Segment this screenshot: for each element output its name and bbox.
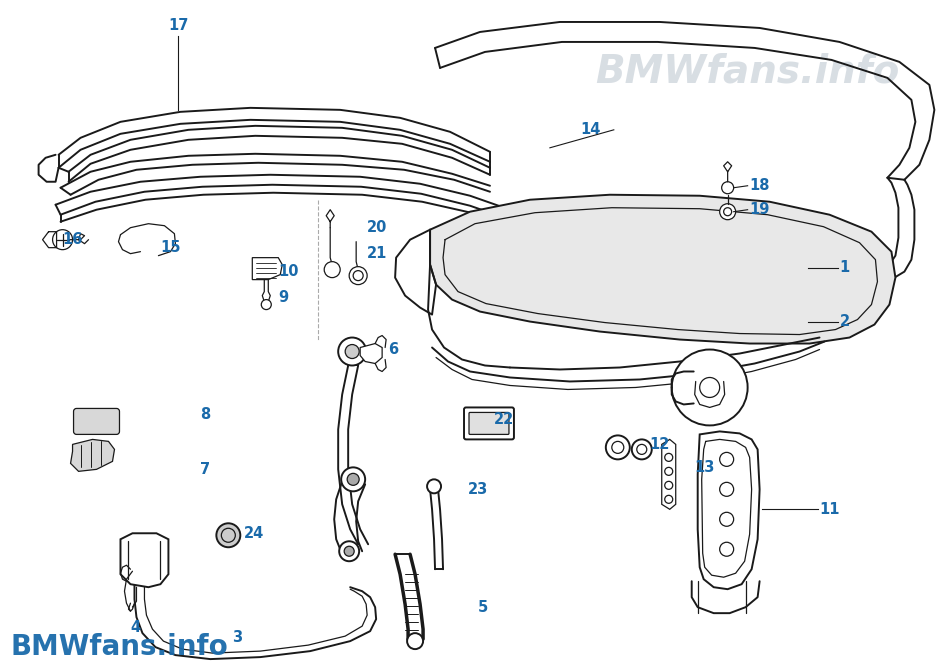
Circle shape <box>665 454 673 462</box>
Circle shape <box>261 300 272 310</box>
Text: 3: 3 <box>233 630 242 644</box>
Text: 1: 1 <box>840 260 849 275</box>
Text: 7: 7 <box>200 462 211 477</box>
Circle shape <box>338 338 366 366</box>
Circle shape <box>665 467 673 475</box>
Circle shape <box>722 182 733 194</box>
Circle shape <box>700 378 720 398</box>
Polygon shape <box>253 257 282 279</box>
Circle shape <box>636 444 647 454</box>
Circle shape <box>724 207 732 215</box>
Polygon shape <box>360 344 382 364</box>
Circle shape <box>353 271 363 281</box>
Circle shape <box>350 267 367 285</box>
Circle shape <box>339 541 359 561</box>
Circle shape <box>720 452 733 466</box>
FancyBboxPatch shape <box>469 412 509 434</box>
Circle shape <box>344 546 354 556</box>
Circle shape <box>408 633 423 649</box>
Circle shape <box>347 473 359 485</box>
Text: 23: 23 <box>468 482 488 497</box>
Text: 5: 5 <box>478 600 488 614</box>
Polygon shape <box>662 440 675 509</box>
Polygon shape <box>697 432 760 589</box>
Text: 15: 15 <box>161 240 180 255</box>
Text: 24: 24 <box>244 526 264 541</box>
Circle shape <box>720 512 733 526</box>
Circle shape <box>428 479 441 493</box>
Circle shape <box>672 350 748 426</box>
Text: 20: 20 <box>367 220 388 235</box>
Text: 14: 14 <box>580 122 600 137</box>
Circle shape <box>221 528 236 542</box>
Circle shape <box>324 261 340 277</box>
Polygon shape <box>70 440 115 471</box>
Polygon shape <box>430 195 896 344</box>
Text: 22: 22 <box>494 412 514 427</box>
Circle shape <box>665 495 673 503</box>
Text: 21: 21 <box>367 246 388 261</box>
Circle shape <box>720 203 735 219</box>
FancyBboxPatch shape <box>464 408 514 440</box>
Text: 9: 9 <box>278 290 289 305</box>
Text: 10: 10 <box>278 264 298 279</box>
Circle shape <box>612 442 624 454</box>
Circle shape <box>345 344 359 358</box>
Circle shape <box>606 436 630 460</box>
FancyBboxPatch shape <box>73 408 120 434</box>
Text: 11: 11 <box>820 502 840 517</box>
Polygon shape <box>121 533 168 587</box>
Text: 18: 18 <box>750 178 770 194</box>
Text: 19: 19 <box>750 202 770 217</box>
Text: BMWfans.info: BMWfans.info <box>10 633 228 661</box>
Circle shape <box>665 481 673 489</box>
Circle shape <box>217 523 240 547</box>
Circle shape <box>720 482 733 496</box>
Text: 8: 8 <box>200 407 211 422</box>
Text: 6: 6 <box>389 342 398 357</box>
Text: 17: 17 <box>168 19 189 33</box>
Text: 12: 12 <box>650 437 670 452</box>
Text: 4: 4 <box>130 620 141 634</box>
Circle shape <box>632 440 652 460</box>
Text: BMWfans.info: BMWfans.info <box>595 53 900 91</box>
Circle shape <box>720 542 733 556</box>
Text: 13: 13 <box>694 460 715 475</box>
Circle shape <box>52 229 72 249</box>
Circle shape <box>341 467 365 491</box>
Text: 16: 16 <box>63 232 83 247</box>
Text: 2: 2 <box>840 314 849 329</box>
